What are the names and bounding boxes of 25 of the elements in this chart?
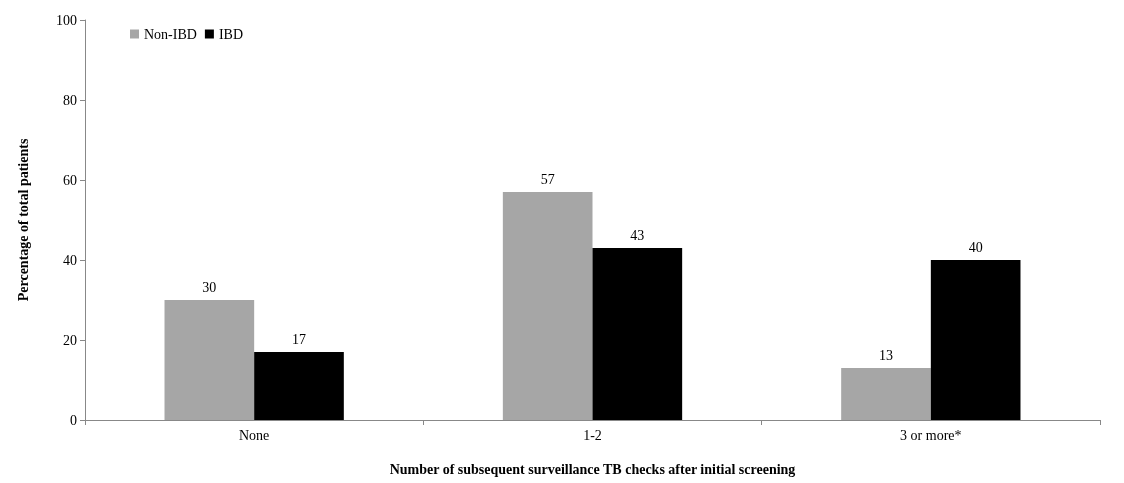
- data-label: 13: [879, 347, 893, 363]
- y-tick-label: 100: [56, 12, 77, 28]
- bar: [164, 300, 255, 420]
- bar: [502, 192, 593, 420]
- y-tick-label: 40: [63, 252, 77, 268]
- data-label: 17: [292, 331, 306, 347]
- legend-label: Non-IBD: [144, 26, 197, 42]
- bar: [841, 368, 931, 420]
- x-tick-label: 3 or more*: [900, 427, 962, 443]
- y-tick-label: 0: [70, 412, 77, 428]
- y-axis-title: Percentage of total patients: [15, 138, 31, 302]
- bar: [930, 260, 1021, 420]
- x-tick-label: None: [239, 427, 270, 443]
- x-tick-label: 1-2: [583, 427, 602, 443]
- data-label: 30: [202, 279, 217, 295]
- data-label: 43: [630, 227, 645, 243]
- y-tick-label: 80: [63, 92, 77, 108]
- bar: [254, 352, 344, 420]
- x-axis-title: Number of subsequent surveillance TB checks after initial screening: [389, 461, 796, 477]
- data-label: 40: [968, 239, 983, 255]
- data-label: 57: [540, 171, 555, 187]
- legend-label: IBD: [218, 26, 244, 42]
- y-tick-label: 20: [63, 332, 77, 348]
- bar: [592, 248, 683, 420]
- y-tick-label: 60: [63, 172, 77, 188]
